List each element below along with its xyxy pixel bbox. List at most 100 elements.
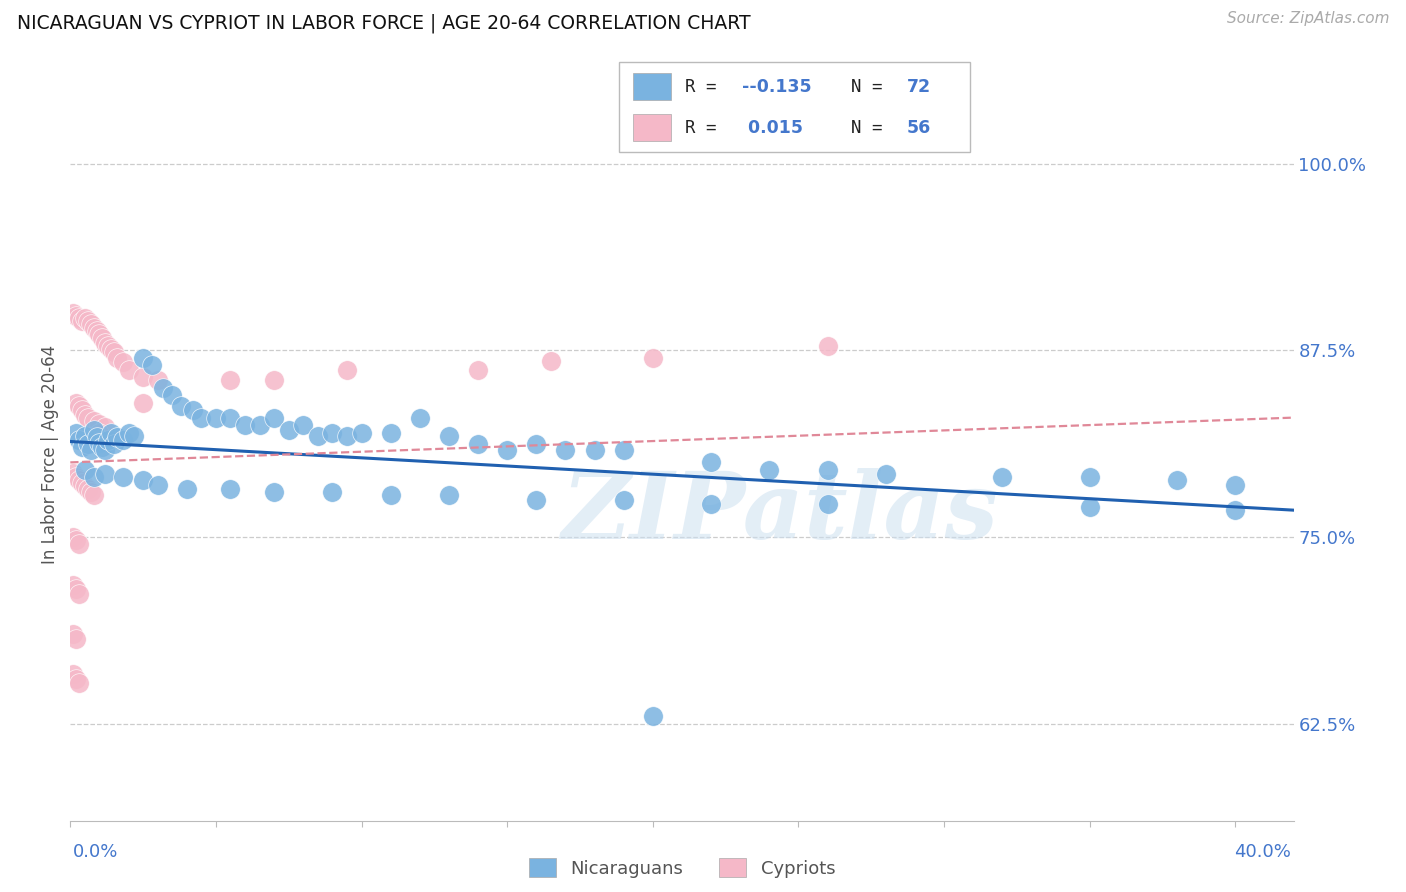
Point (97, 339, 120, 353)
Point (83, 423, 105, 437)
Point (83, 488, 105, 502)
Point (89, 326, 111, 341)
Point (132, 351, 155, 365)
FancyBboxPatch shape (619, 62, 970, 152)
Point (1078, 470, 1101, 484)
Point (524, 492, 547, 507)
Point (67, 587, 90, 601)
Point (97, 433, 120, 447)
Point (817, 497, 839, 511)
Text: --0.135: --0.135 (742, 78, 811, 95)
Point (94, 443, 117, 458)
Point (613, 443, 636, 458)
Point (76, 410, 98, 425)
Point (67, 433, 90, 447)
Point (73, 408, 96, 422)
Point (277, 423, 299, 437)
Point (70, 441, 93, 455)
Point (83, 470, 105, 484)
Point (817, 339, 839, 353)
Point (103, 345, 125, 359)
Point (1225, 477, 1247, 491)
Text: Source: ZipAtlas.com: Source: ZipAtlas.com (1226, 11, 1389, 26)
Point (67, 537, 90, 551)
Point (89, 425, 111, 440)
Text: N =: N = (851, 78, 893, 95)
Point (524, 437, 547, 451)
Point (190, 410, 212, 425)
Point (67, 676, 90, 690)
Text: ZIPatlas: ZIPatlas (561, 468, 998, 558)
Point (152, 381, 174, 395)
Point (263, 373, 285, 387)
Point (67, 473, 90, 487)
Point (233, 418, 256, 433)
Point (62, 578, 84, 592)
Point (219, 482, 242, 496)
Point (73, 310, 96, 325)
Point (86, 430, 108, 444)
Point (111, 433, 134, 447)
Text: 56: 56 (907, 119, 931, 136)
Point (117, 363, 139, 377)
Point (176, 482, 198, 496)
Point (67, 310, 90, 325)
Point (76, 313, 98, 327)
Point (437, 428, 460, 442)
Point (467, 437, 489, 451)
Point (321, 485, 343, 500)
Point (76, 437, 98, 451)
Point (540, 354, 562, 368)
Point (554, 443, 576, 458)
Point (105, 430, 128, 444)
Point (583, 443, 606, 458)
Text: R =: R = (686, 78, 727, 95)
Text: 0.0%: 0.0% (73, 843, 118, 861)
Point (336, 428, 359, 442)
Text: 72: 72 (907, 78, 931, 95)
FancyBboxPatch shape (633, 73, 672, 100)
Point (79, 317, 103, 331)
Point (91, 331, 114, 345)
Point (94, 419, 117, 434)
Point (219, 373, 242, 387)
Point (249, 418, 271, 433)
Point (100, 425, 122, 440)
Point (100, 342, 122, 356)
Point (437, 488, 460, 502)
Legend: Nicaraguans, Cypriots: Nicaraguans, Cypriots (522, 851, 842, 885)
Point (263, 410, 285, 425)
Point (700, 455, 723, 469)
Point (132, 473, 155, 487)
Point (86, 324, 108, 338)
Point (65, 632, 87, 646)
Point (380, 425, 402, 440)
Point (641, 351, 664, 365)
Point (83, 321, 105, 335)
Point (79, 485, 103, 500)
Point (111, 355, 134, 369)
Point (1166, 473, 1188, 487)
Point (65, 582, 87, 597)
Point (65, 309, 87, 323)
Point (124, 428, 146, 442)
Point (181, 403, 204, 417)
Point (205, 410, 228, 425)
Point (73, 428, 96, 442)
Point (817, 463, 839, 477)
Point (62, 627, 84, 641)
Text: 0.015: 0.015 (742, 119, 803, 136)
Point (321, 425, 343, 440)
Point (1225, 503, 1247, 517)
Point (170, 399, 193, 413)
Point (409, 410, 432, 425)
Point (67, 399, 90, 413)
Text: N =: N = (851, 119, 893, 136)
Point (103, 437, 125, 451)
Text: NICARAGUAN VS CYPRIOT IN LABOR FORCE | AGE 20-64 CORRELATION CHART: NICARAGUAN VS CYPRIOT IN LABOR FORCE | A… (17, 13, 751, 33)
Text: R =: R = (686, 119, 727, 136)
Point (89, 436, 111, 450)
Point (94, 467, 117, 482)
Point (380, 488, 402, 502)
Point (141, 359, 163, 373)
